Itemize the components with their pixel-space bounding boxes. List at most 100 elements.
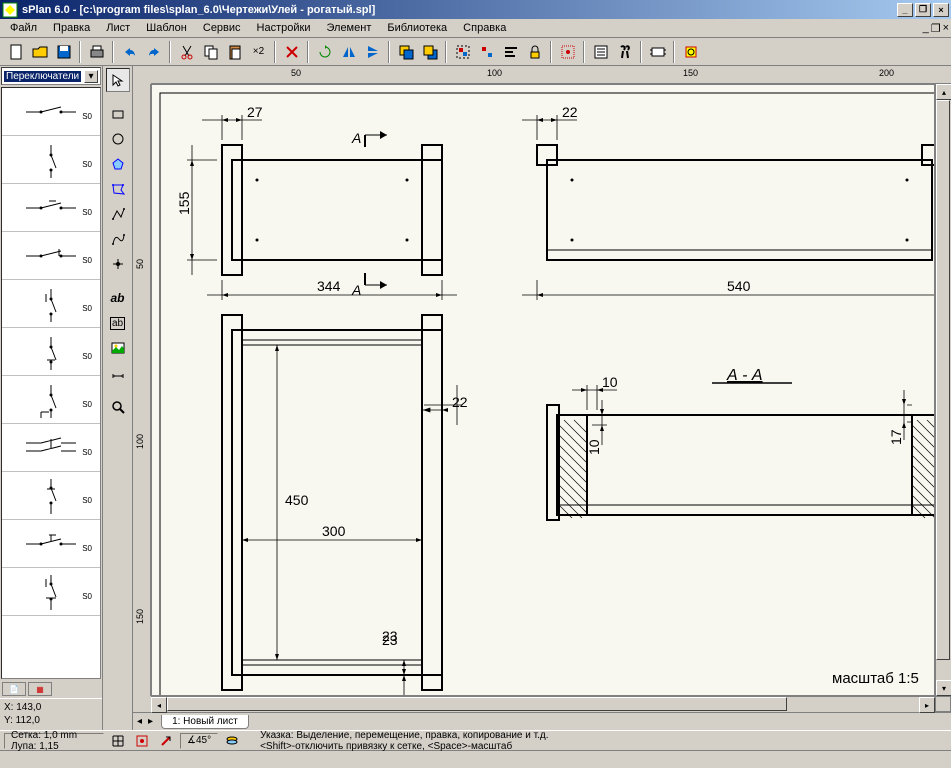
lib-item[interactable]: S0: [2, 424, 100, 472]
tb-dup[interactable]: ×2: [247, 41, 270, 63]
menu-settings[interactable]: Настройки: [249, 20, 319, 36]
tb-undo[interactable]: [118, 41, 141, 63]
scroll-up-icon[interactable]: ▴: [936, 84, 951, 100]
tb-list[interactable]: [589, 41, 612, 63]
tb-print[interactable]: [85, 41, 108, 63]
svg-text:А: А: [351, 282, 361, 298]
menu-library[interactable]: Библиотека: [379, 20, 455, 36]
svg-text:17: 17: [888, 429, 904, 445]
tb-new[interactable]: [4, 41, 27, 63]
menu-service[interactable]: Сервис: [195, 20, 249, 36]
lib-item[interactable]: S0: [2, 280, 100, 328]
drawing-canvas[interactable]: 27 155 344 А А: [151, 84, 935, 696]
toolbar: ×2: [0, 38, 951, 66]
tb-open[interactable]: [28, 41, 51, 63]
library-category-dropdown[interactable]: Переключатели ▾: [1, 67, 101, 85]
canvas-area: 50 100 150 200 50 100 150: [133, 66, 951, 730]
tb-ungroup[interactable]: [475, 41, 498, 63]
sheet-tabs: ◂▸ 1: Новый лист: [133, 712, 951, 730]
scrollbar-vertical[interactable]: ▴ ▾: [935, 84, 951, 696]
maximize-button[interactable]: ❐: [915, 3, 931, 17]
status-snap-btn[interactable]: [132, 732, 152, 750]
scroll-left-icon[interactable]: ◂: [151, 697, 167, 713]
tool-curve[interactable]: [106, 227, 130, 251]
tb-group[interactable]: [451, 41, 474, 63]
svg-text:540: 540: [727, 278, 751, 294]
tb-back[interactable]: [418, 41, 441, 63]
status-layer-btn[interactable]: [222, 732, 242, 750]
lib-btn-2[interactable]: ▦: [28, 682, 52, 696]
lib-item[interactable]: S0: [2, 520, 100, 568]
mdi-close[interactable]: ×: [943, 22, 949, 35]
tb-save[interactable]: [52, 41, 75, 63]
lib-item[interactable]: S0: [2, 568, 100, 616]
lib-item[interactable]: S0: [2, 88, 100, 136]
status-angle[interactable]: ∡ 45°: [180, 733, 218, 749]
tool-image[interactable]: [106, 336, 130, 360]
tb-flipv[interactable]: [361, 41, 384, 63]
tb-comp[interactable]: [646, 41, 669, 63]
tb-paste[interactable]: [223, 41, 246, 63]
status-grid: Сетка: 1,0 mmЛупа: 1,15: [4, 733, 104, 749]
library-items: S0 S0 S0 S0 S0 S0 S0 S0 S0 S0 S0: [1, 87, 101, 679]
mdi-restore[interactable]: ❐: [931, 22, 941, 35]
status-hint: Указка: Выделение, перемещение, правка, …: [260, 730, 947, 752]
lib-item[interactable]: S0: [2, 184, 100, 232]
menu-edit[interactable]: Правка: [45, 20, 98, 36]
menu-sheet[interactable]: Лист: [98, 20, 138, 36]
scroll-right-icon[interactable]: ▸: [919, 697, 935, 713]
minimize-button[interactable]: _: [897, 3, 913, 17]
tb-copy[interactable]: [199, 41, 222, 63]
menu-help[interactable]: Справка: [455, 20, 514, 36]
close-button[interactable]: ×: [933, 3, 949, 17]
tool-polygon[interactable]: [106, 177, 130, 201]
sheet-tab-1[interactable]: 1: Новый лист: [161, 715, 249, 729]
tool-palette: ab ab: [103, 66, 133, 730]
status-ortho-btn[interactable]: [156, 732, 176, 750]
tool-label[interactable]: ab: [106, 311, 130, 335]
status-grid-btn[interactable]: [108, 732, 128, 750]
lib-item[interactable]: S0: [2, 328, 100, 376]
tb-fliph[interactable]: [337, 41, 360, 63]
tb-front[interactable]: [394, 41, 417, 63]
lib-item[interactable]: S0: [2, 232, 100, 280]
tool-circle[interactable]: [106, 127, 130, 151]
tool-zoom[interactable]: [106, 395, 130, 419]
menu-element[interactable]: Элемент: [318, 20, 379, 36]
drawing-svg: 27 155 344 А А: [152, 85, 935, 696]
tb-rotate[interactable]: [313, 41, 336, 63]
tb-redo[interactable]: [142, 41, 165, 63]
lib-item[interactable]: S0: [2, 472, 100, 520]
tb-lock[interactable]: [523, 41, 546, 63]
svg-text:22: 22: [562, 104, 578, 120]
tb-cut[interactable]: [175, 41, 198, 63]
svg-text:22: 22: [452, 394, 468, 410]
tool-line[interactable]: [106, 202, 130, 226]
mdi-minimize[interactable]: _: [923, 22, 929, 35]
tool-text[interactable]: ab: [106, 286, 130, 310]
tb-test[interactable]: [679, 41, 702, 63]
lib-item[interactable]: S0: [2, 376, 100, 424]
tb-find[interactable]: [613, 41, 636, 63]
svg-text:450: 450: [285, 492, 309, 508]
tool-poly[interactable]: [106, 152, 130, 176]
tool-node[interactable]: [106, 252, 130, 276]
menu-file[interactable]: Файл: [2, 20, 45, 36]
svg-text:155: 155: [176, 191, 192, 215]
tool-rect[interactable]: [106, 102, 130, 126]
statusbar: Сетка: 1,0 mmЛупа: 1,15 ∡ 45° Указка: Вы…: [0, 730, 951, 768]
scroll-down-icon[interactable]: ▾: [936, 680, 951, 696]
tb-delete[interactable]: [280, 41, 303, 63]
menu-template[interactable]: Шаблон: [138, 20, 195, 36]
svg-text:300: 300: [322, 523, 346, 539]
lib-item[interactable]: S0: [2, 136, 100, 184]
tb-align[interactable]: [499, 41, 522, 63]
lib-btn-1[interactable]: 📄: [2, 682, 26, 696]
tool-dimension[interactable]: [106, 361, 130, 385]
scrollbar-horizontal[interactable]: ◂ ▸: [151, 696, 935, 712]
titlebar: sPlan 6.0 - [c:\program files\splan_6.0\…: [0, 0, 951, 19]
dropdown-arrow-icon: ▾: [84, 70, 98, 83]
svg-text:10: 10: [586, 439, 602, 455]
tool-pointer[interactable]: [106, 68, 130, 92]
tb-snap[interactable]: [556, 41, 579, 63]
